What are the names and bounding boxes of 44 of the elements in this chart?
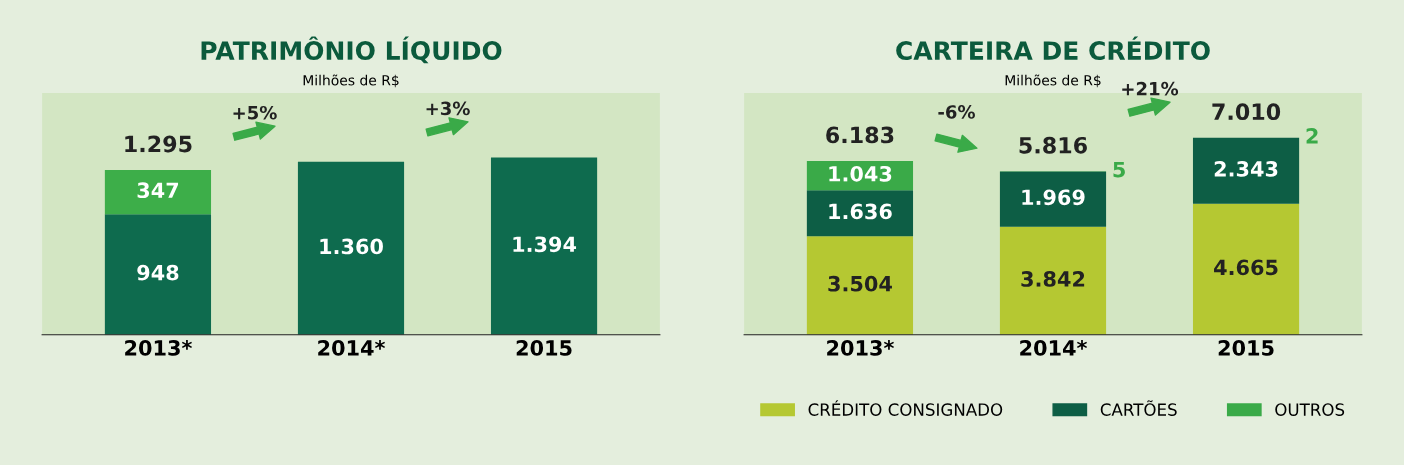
data-label: 2.343 — [1214, 160, 1278, 177]
annotation: +3% — [426, 101, 470, 116]
data-label: 1.043 — [829, 165, 892, 182]
chart-subtitle: Milhões de R$ — [1005, 74, 1101, 88]
legend-label: CRÉDITO CONSIGNADO — [808, 400, 1003, 416]
x-tick-label: 2014* — [318, 340, 386, 356]
bar — [999, 226, 1107, 335]
x-tick-label: 2015 — [1218, 340, 1274, 356]
data-label: 4.665 — [1214, 259, 1278, 276]
chart-title: CARTEIRA DE CRÉDITO — [896, 36, 1210, 61]
data-label: 1.969 — [1022, 189, 1085, 206]
bar — [297, 161, 405, 335]
bar — [490, 157, 598, 335]
data-label: 5 — [1113, 161, 1125, 178]
data-label: 1.360 — [320, 238, 383, 255]
chart-title: PATRIMÔNIO LÍQUIDO — [201, 36, 502, 64]
data-label: 1.394 — [513, 236, 577, 253]
x-tick-label: 2013* — [827, 340, 894, 356]
legend-label: CARTÕES — [1100, 400, 1177, 416]
data-label: 1.636 — [829, 203, 892, 220]
total-label: 1.295 — [125, 135, 192, 153]
bar — [999, 171, 1107, 227]
bar — [1192, 203, 1300, 335]
annotation: -6% — [938, 105, 975, 119]
data-label: 347 — [137, 182, 179, 199]
data-label: 3.504 — [828, 275, 892, 292]
bar — [104, 169, 212, 215]
x-tick-label: 2014* — [1020, 340, 1088, 356]
total-label: 6.183 — [826, 126, 894, 144]
bar — [806, 236, 914, 335]
legend-label: OUTROS — [1275, 403, 1345, 416]
data-label: 2 — [1306, 128, 1318, 144]
bar — [1192, 137, 1300, 204]
data-label: 948 — [137, 264, 179, 281]
total-label: 7.010 — [1212, 103, 1281, 121]
bar — [104, 214, 212, 335]
x-tick-label: 2015 — [516, 340, 572, 356]
x-tick-label: 2013* — [125, 340, 192, 356]
annotation: +21% — [1122, 81, 1179, 96]
chart-subtitle: Milhões de R$ — [303, 74, 399, 88]
data-label: 3.842 — [1021, 271, 1085, 287]
bar — [806, 190, 914, 237]
annotation: +5% — [233, 105, 277, 120]
total-label: 5.816 — [1019, 136, 1087, 154]
